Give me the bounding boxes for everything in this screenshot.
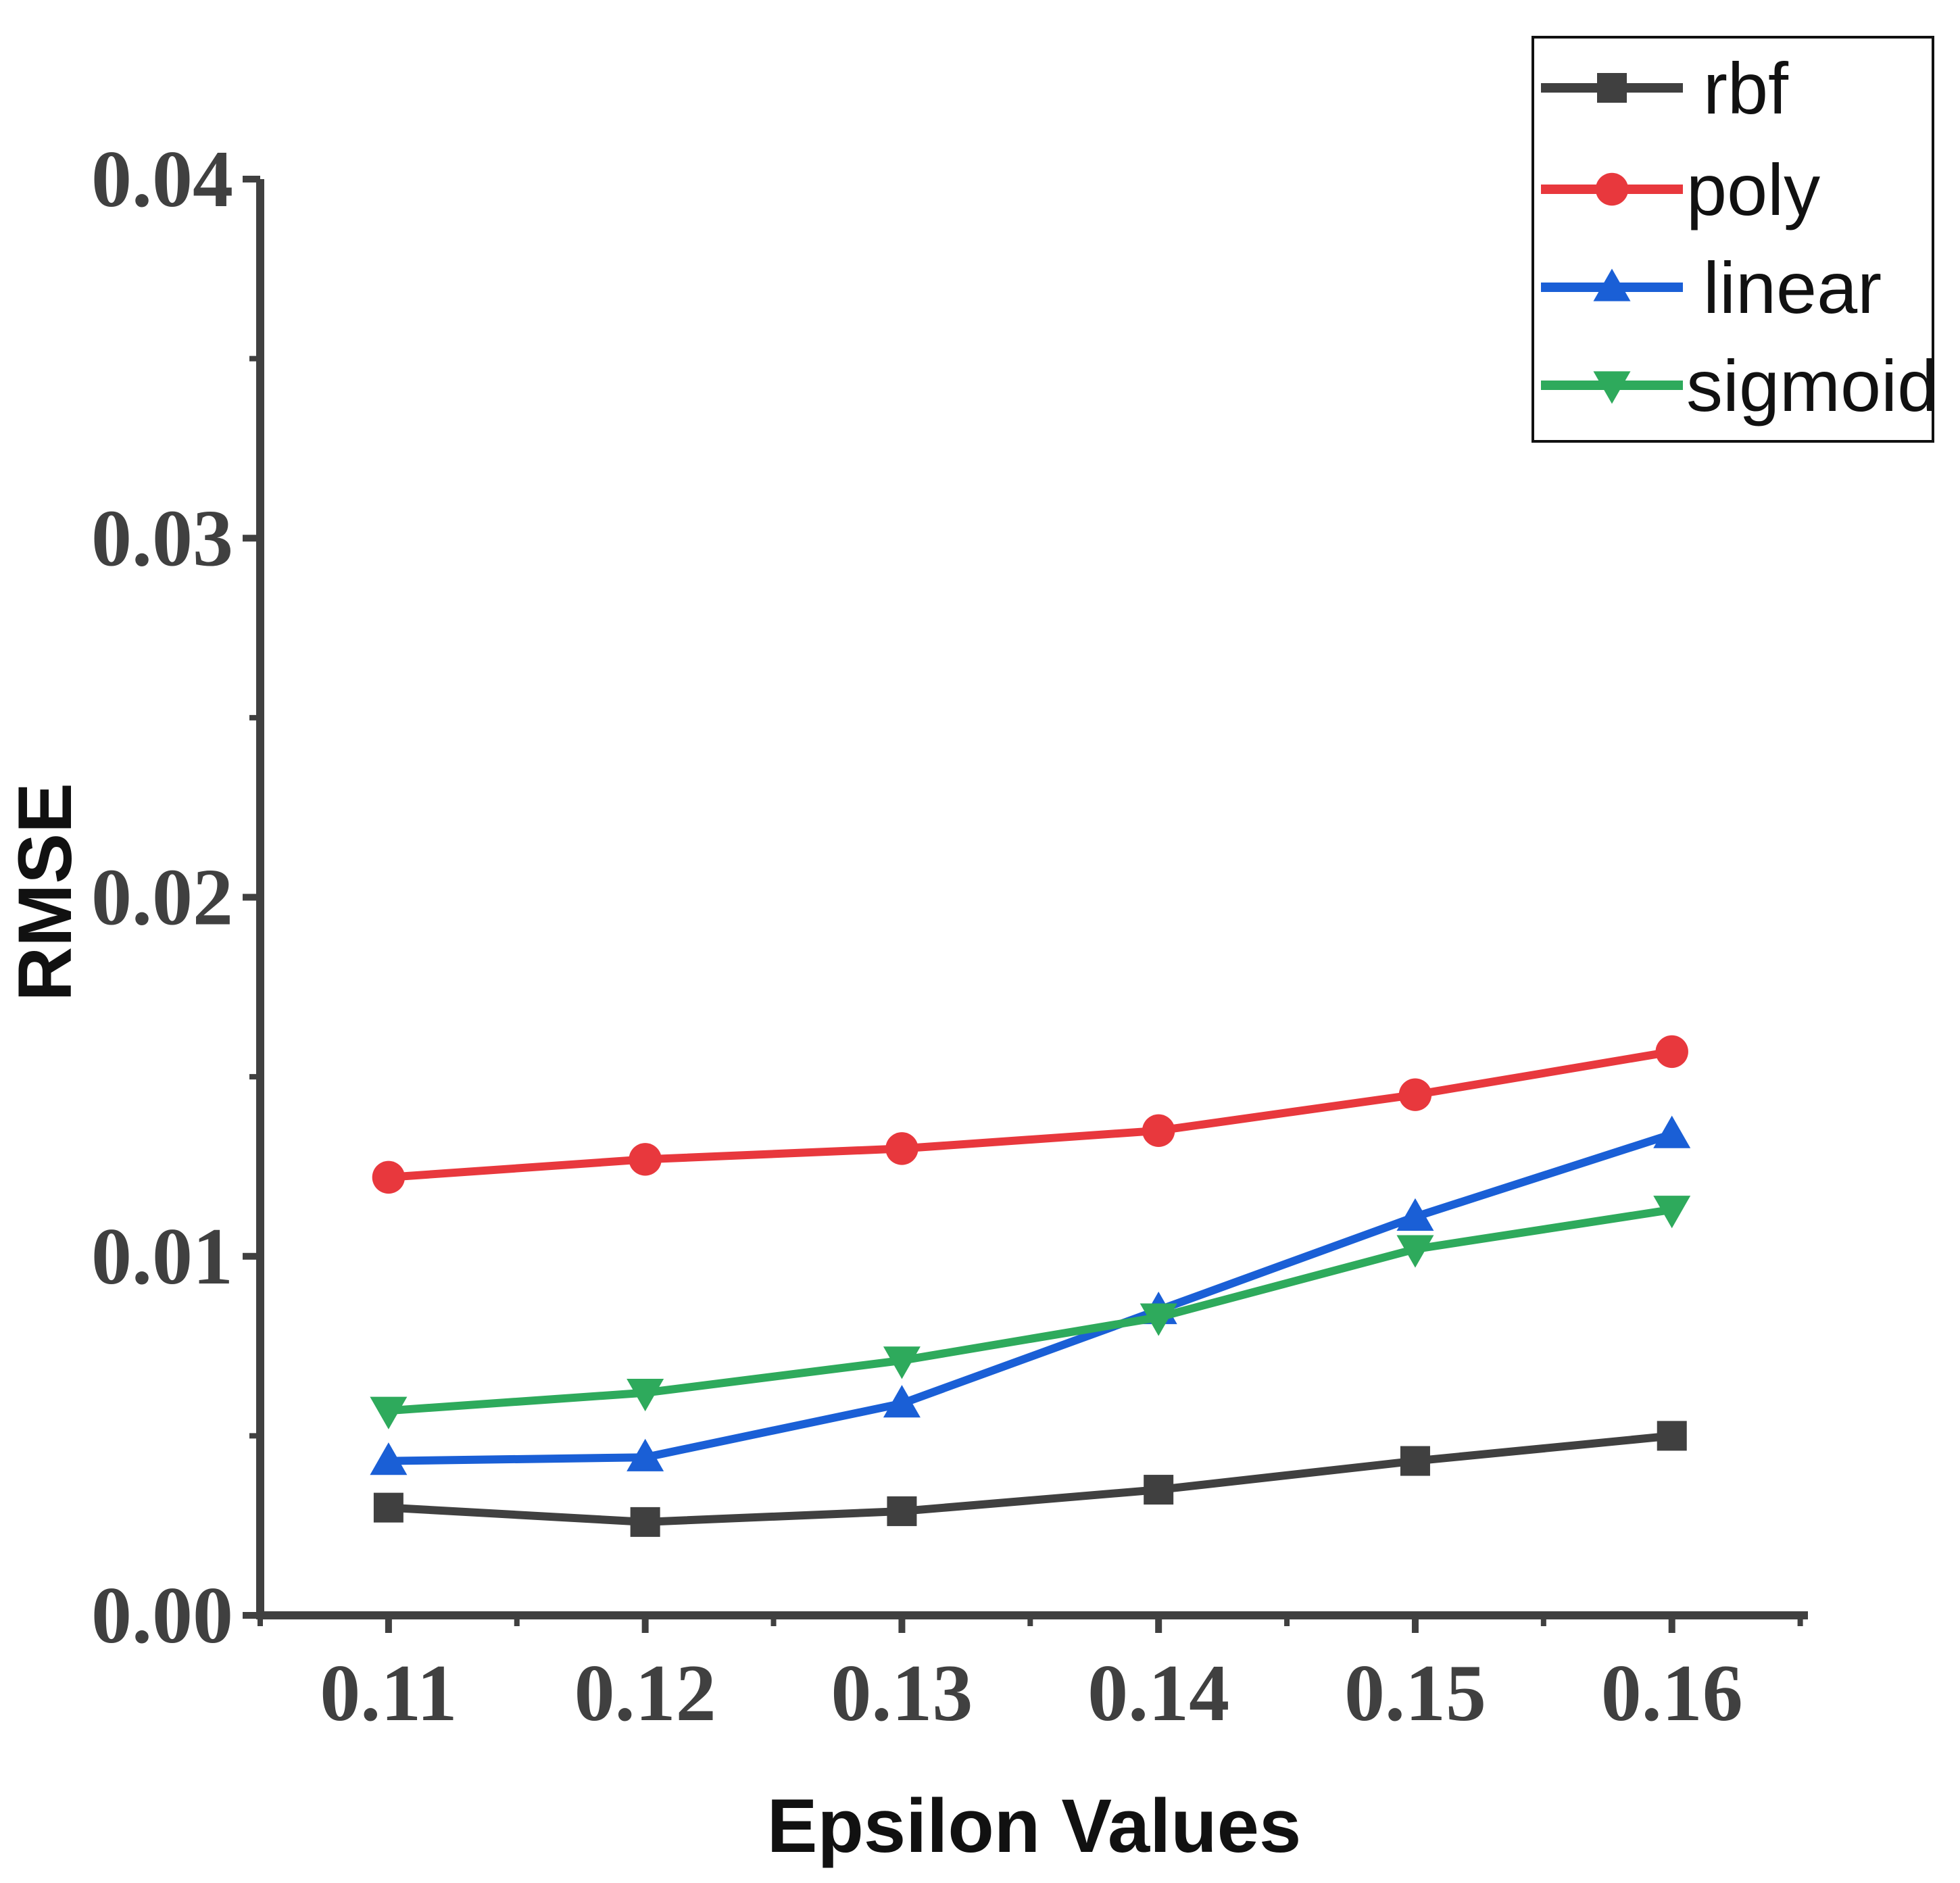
x-tick-label: 0.14	[1087, 1648, 1229, 1738]
y-tick-label: 0.04	[91, 134, 233, 224]
legend-marker	[1593, 371, 1631, 404]
x-tick-label: 0.12	[574, 1648, 716, 1738]
y-tick-label: 0.00	[91, 1570, 233, 1660]
data-point-rbf	[1657, 1421, 1687, 1451]
series-rbf	[373, 1421, 1687, 1537]
y-axis-title: RMSE	[3, 783, 87, 1002]
data-point-sigmoid	[1140, 1303, 1177, 1336]
series-poly	[372, 1035, 1688, 1194]
legend: rbf poly linear sigmoid	[1532, 36, 1938, 443]
legend-label: poly	[1686, 149, 1820, 230]
data-point-sigmoid	[1396, 1235, 1434, 1268]
data-point-linear	[627, 1438, 664, 1471]
y-tick-label: 0.02	[91, 852, 233, 942]
legend-marker	[1597, 73, 1627, 103]
series-line-linear	[388, 1130, 1673, 1465]
legend-item-sigmoid: sigmoid	[1541, 345, 1938, 426]
y-tick-label: 0.01	[91, 1211, 233, 1301]
data-point-linear	[1396, 1198, 1434, 1231]
data-point-poly	[1398, 1078, 1432, 1111]
legend-label: sigmoid	[1686, 345, 1938, 426]
x-tick-label: 0.16	[1601, 1648, 1743, 1738]
axes: 0.00 0.01 0.02 0.03 0.04 0.11 0.12 0.13 0.14 0.15…	[91, 134, 1808, 1738]
series-line-rbf	[388, 1432, 1673, 1526]
data-point-poly	[1655, 1035, 1688, 1069]
data-point-poly	[629, 1143, 662, 1176]
series-line-sigmoid	[388, 1205, 1673, 1415]
data-point-rbf	[630, 1507, 660, 1537]
data-point-poly	[1142, 1114, 1175, 1148]
data-point-linear	[1653, 1115, 1691, 1148]
data-point-rbf	[887, 1496, 917, 1526]
x-tick-label: 0.15	[1344, 1648, 1486, 1738]
series-sigmoid	[370, 1196, 1691, 1429]
axis-titles: Epsilon Values RMSE	[3, 783, 1301, 1868]
data-point-rbf	[1144, 1475, 1174, 1505]
data-point-sigmoid	[883, 1346, 921, 1379]
legend-item-poly: poly	[1541, 149, 1820, 230]
legend-label: rbf	[1703, 47, 1789, 129]
series-layer	[370, 1035, 1691, 1537]
data-point-sigmoid	[1653, 1196, 1691, 1229]
data-point-sigmoid	[627, 1379, 664, 1412]
y-tick-label: 0.03	[91, 493, 233, 583]
data-point-linear	[883, 1385, 921, 1418]
x-tick-label: 0.11	[320, 1648, 457, 1738]
data-point-poly	[372, 1160, 406, 1194]
legend-marker	[1595, 172, 1629, 206]
data-point-linear	[370, 1442, 408, 1475]
data-point-rbf	[373, 1492, 403, 1523]
data-point-rbf	[1400, 1446, 1430, 1476]
legend-marker	[1593, 268, 1631, 301]
legend-item-rbf: rbf	[1541, 47, 1789, 129]
x-tick-label: 0.13	[831, 1648, 973, 1738]
data-point-sigmoid	[370, 1396, 408, 1429]
legend-label: linear	[1703, 247, 1882, 328]
series-line-poly	[388, 1048, 1673, 1181]
x-axis-title: Epsilon Values	[767, 1784, 1302, 1868]
legend-item-linear: linear	[1541, 247, 1882, 328]
data-point-poly	[885, 1132, 918, 1165]
